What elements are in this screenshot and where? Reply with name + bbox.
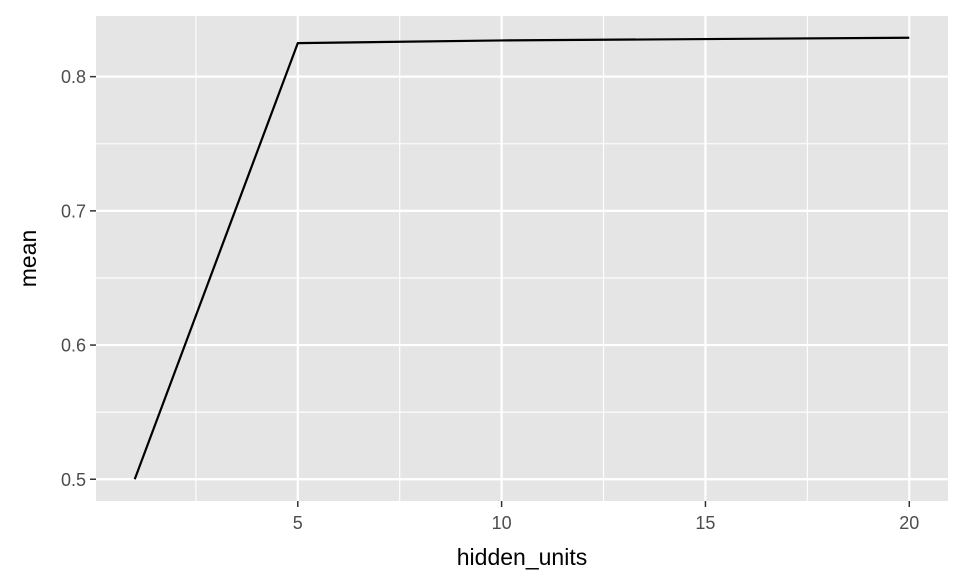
y-axis-title: mean: [15, 230, 41, 288]
x-tick-label: 10: [492, 513, 512, 533]
x-axis-title: hidden_units: [457, 544, 587, 570]
series-layer: [133, 36, 910, 480]
x-tick-label: 15: [695, 513, 715, 533]
x-tick-label: 20: [899, 513, 919, 533]
x-tick-label: 5: [293, 513, 303, 533]
minor-gridlines: [96, 16, 948, 501]
plot-panel: [96, 16, 948, 501]
x-axis: 5 10 15 20: [293, 501, 919, 533]
series-line-1: [133, 36, 910, 480]
y-tick-label: 0.6: [61, 336, 86, 356]
y-tick-label: 0.7: [61, 201, 86, 221]
y-tick-label: 0.5: [61, 470, 86, 490]
y-axis: 0.5 0.6 0.7 0.8: [61, 67, 96, 490]
y-tick-label: 0.8: [61, 67, 86, 87]
major-gridlines: [96, 16, 948, 501]
